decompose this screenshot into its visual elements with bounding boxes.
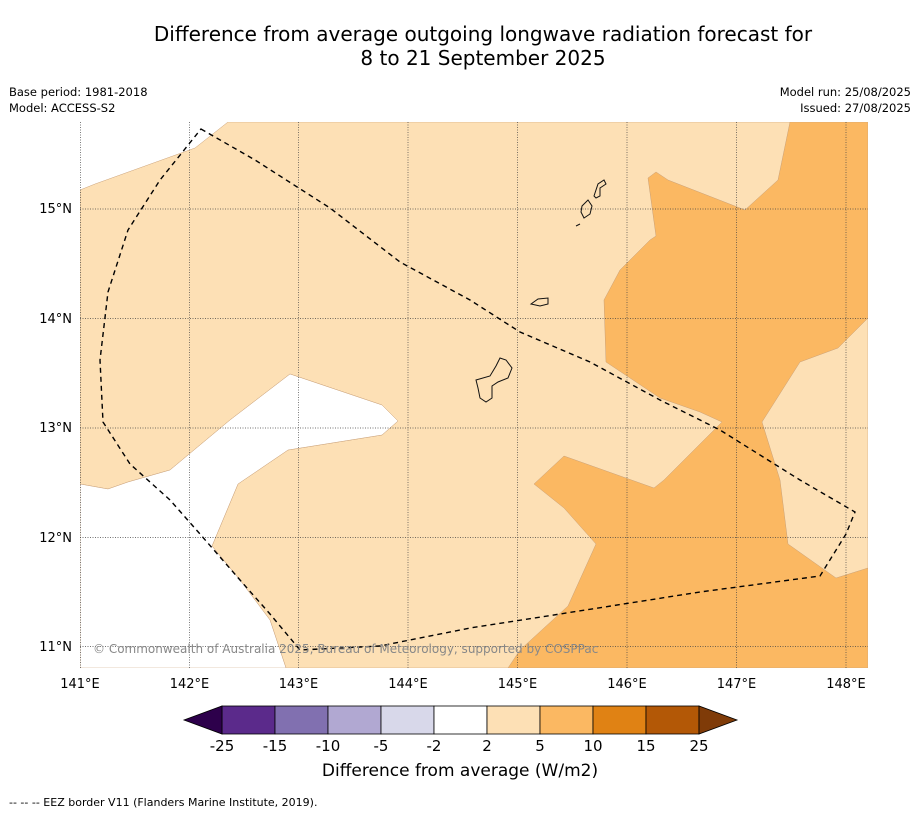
lon-label: 142°E [170,677,210,692]
island-rota [529,297,549,307]
lon-label: 141°E [60,677,100,692]
colorbar-tick-label: 10 [583,737,602,755]
base-period: Base period: 1981-2018 [9,85,148,99]
model-run: Model run: 25/08/2025 [779,85,911,99]
lon-label: 146°E [607,677,647,692]
colorbar-tick-label: 25 [689,737,708,755]
lat-label: 15°N [39,202,72,217]
lon-labels: 141°E 142°E 143°E 144°E 145°E 146°E 147°… [60,677,866,692]
colorbar-segment [592,705,647,735]
colorbar-tick-label: 15 [636,737,655,755]
gridlines [80,122,868,668]
meta-right: Model run: 25/08/2025 Issued: 27/08/2025 [780,84,911,116]
colorbar-segment [539,705,594,735]
title-line-1: Difference from average outgoing longwav… [153,22,813,46]
lat-label: 11°N [39,640,72,655]
colorbar-segment [221,705,276,735]
map-panel [80,122,868,668]
lon-label: 144°E [388,677,428,692]
colorbar-segment [327,705,382,735]
island-saipan [593,179,607,199]
colorbar-tick-label: -2 [427,737,442,755]
colorbar-segment [433,705,488,735]
eez-footnote: -- -- -- EEZ border V11 (Flanders Marine… [9,796,318,809]
colorbar-ticks: -25 -15 -10 -5 -2 2 5 10 15 25 [210,737,709,755]
lat-labels: 15°N 14°N 13°N 12°N 11°N [39,202,72,655]
colorbar-tick-label: 2 [482,737,492,755]
colorbar-tick-label: -25 [210,737,235,755]
lat-label: 12°N [39,531,72,546]
lon-label: 143°E [279,677,319,692]
issued-date: Issued: 27/08/2025 [800,101,911,115]
colorbar-tick-label: -10 [316,737,341,755]
lon-label: 145°E [498,677,538,692]
lat-label: 14°N [39,312,72,327]
lon-label: 147°E [717,677,757,692]
lon-label: 148°E [826,677,866,692]
colorbar-over-arrow [698,705,739,735]
colorbar-under-arrow [182,705,223,735]
title-line-2: 8 to 21 September 2025 [360,46,606,70]
colorbar-title: Difference from average (W/m2) [321,761,599,781]
colorbar-segment [486,705,541,735]
colorbar-tick-label: -15 [263,737,288,755]
island-guam [475,357,513,403]
colorbar-segment [380,705,435,735]
colorbar-tick-label: 5 [535,737,545,755]
chart-title: Difference from average outgoing longwav… [120,22,846,70]
region-5-to-10-east [507,122,868,668]
meta-left: Base period: 1981-2018 Model: ACCESS-S2 [9,84,148,116]
colorbar-segment [274,705,329,735]
colorbar [182,705,739,735]
colorbar-segment [645,705,700,735]
island-aguijan [575,223,581,227]
model-name: Model: ACCESS-S2 [9,101,116,115]
island-tinian [580,199,593,219]
region-neutral-tongue [80,373,399,668]
lat-label: 13°N [39,421,72,436]
colorbar-tick-label: -5 [374,737,389,755]
islands [475,179,607,403]
copyright-note: © Commonwealth of Australia 2025, Bureau… [93,642,598,656]
